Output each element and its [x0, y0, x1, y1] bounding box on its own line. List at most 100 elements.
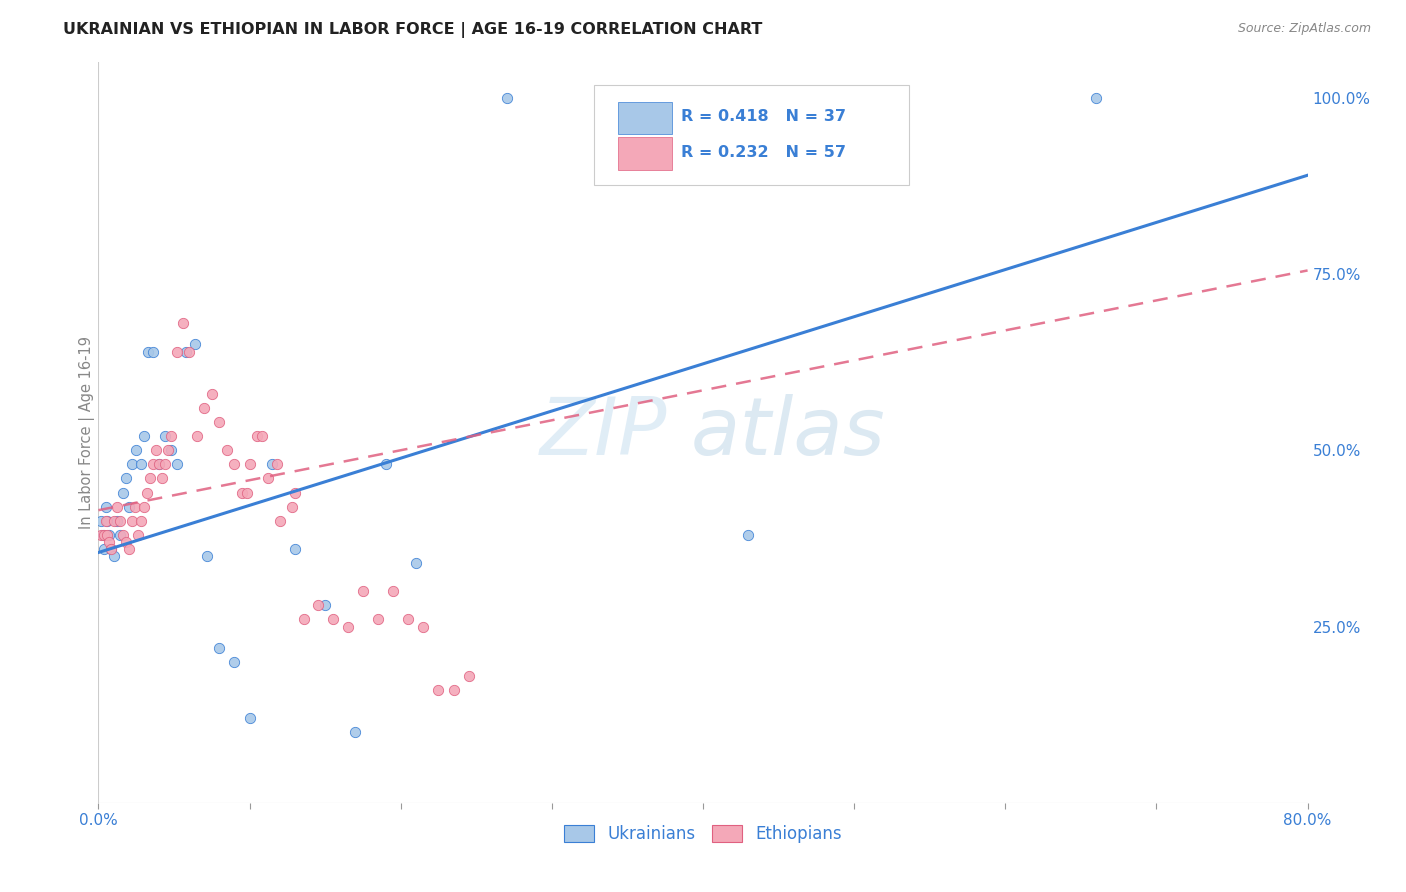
Text: atlas: atlas — [690, 393, 886, 472]
Point — [367, 612, 389, 626]
Point — [121, 514, 143, 528]
Point — [148, 458, 170, 472]
Point — [235, 485, 257, 500]
Point — [136, 344, 159, 359]
Point — [93, 541, 115, 556]
Point — [111, 528, 134, 542]
Point — [125, 443, 148, 458]
Point — [405, 556, 427, 570]
Point — [135, 485, 157, 500]
Point — [193, 401, 215, 415]
Point — [166, 344, 188, 359]
Point — [142, 344, 165, 359]
Point — [96, 528, 118, 542]
Point — [108, 528, 131, 542]
Point — [139, 471, 162, 485]
Text: R = 0.418   N = 37: R = 0.418 N = 37 — [682, 109, 846, 124]
Point — [208, 415, 231, 429]
Point — [166, 458, 188, 472]
Point — [292, 612, 315, 626]
Point — [90, 514, 112, 528]
Point — [132, 429, 155, 443]
Point — [250, 429, 273, 443]
Point — [443, 683, 465, 698]
Point — [129, 514, 152, 528]
Point — [208, 640, 231, 655]
Point — [142, 458, 165, 472]
Point — [91, 528, 114, 542]
Point — [124, 500, 146, 514]
Point — [172, 316, 194, 330]
Text: R = 0.232   N = 57: R = 0.232 N = 57 — [682, 145, 846, 160]
Point — [103, 549, 125, 563]
Point — [266, 458, 288, 472]
Point — [284, 541, 307, 556]
Point — [352, 584, 374, 599]
Legend: Ukrainians, Ethiopians: Ukrainians, Ethiopians — [557, 819, 849, 850]
Point — [94, 514, 117, 528]
Point — [427, 683, 450, 698]
Point — [105, 514, 128, 528]
Point — [114, 471, 136, 485]
Point — [111, 485, 134, 500]
Point — [156, 443, 179, 458]
Point — [374, 458, 396, 472]
Point — [336, 619, 359, 633]
Point — [98, 535, 121, 549]
Point — [118, 541, 141, 556]
Y-axis label: In Labor Force | Age 16-19: In Labor Force | Age 16-19 — [79, 336, 96, 529]
Point — [94, 500, 117, 514]
Point — [129, 458, 152, 472]
Text: UKRAINIAN VS ETHIOPIAN IN LABOR FORCE | AGE 16-19 CORRELATION CHART: UKRAINIAN VS ETHIOPIAN IN LABOR FORCE | … — [63, 22, 762, 38]
Point — [114, 535, 136, 549]
Point — [201, 387, 224, 401]
Point — [150, 471, 173, 485]
Point — [118, 500, 141, 514]
Point — [239, 458, 262, 472]
Text: Source: ZipAtlas.com: Source: ZipAtlas.com — [1237, 22, 1371, 36]
Point — [322, 612, 344, 626]
Point — [179, 344, 201, 359]
Point — [246, 429, 269, 443]
Point — [160, 429, 183, 443]
Text: ZIP: ZIP — [540, 393, 666, 472]
Point — [148, 458, 170, 472]
Point — [737, 528, 759, 542]
Point — [105, 500, 128, 514]
Point — [231, 485, 253, 500]
Point — [127, 528, 149, 542]
Point — [145, 443, 167, 458]
Point — [153, 458, 176, 472]
Point — [160, 443, 183, 458]
Point — [256, 471, 278, 485]
Point — [382, 584, 405, 599]
Point — [96, 514, 118, 528]
Point — [100, 541, 122, 556]
Point — [307, 599, 329, 613]
FancyBboxPatch shape — [595, 85, 908, 185]
Point — [90, 528, 112, 542]
Point — [184, 337, 207, 351]
Point — [100, 541, 122, 556]
Point — [132, 500, 155, 514]
Point — [103, 514, 125, 528]
Point — [224, 655, 246, 669]
Point — [224, 458, 246, 472]
Point — [1085, 91, 1108, 105]
Point — [174, 344, 197, 359]
Point — [121, 458, 143, 472]
Point — [396, 612, 419, 626]
Point — [239, 711, 262, 725]
Point — [93, 528, 115, 542]
Point — [344, 725, 367, 739]
FancyBboxPatch shape — [619, 137, 672, 169]
Point — [195, 549, 218, 563]
Point — [262, 458, 284, 472]
Point — [412, 619, 434, 633]
Point — [281, 500, 304, 514]
Point — [108, 514, 131, 528]
Point — [457, 669, 479, 683]
Point — [98, 528, 121, 542]
Point — [215, 443, 238, 458]
Point — [284, 485, 307, 500]
